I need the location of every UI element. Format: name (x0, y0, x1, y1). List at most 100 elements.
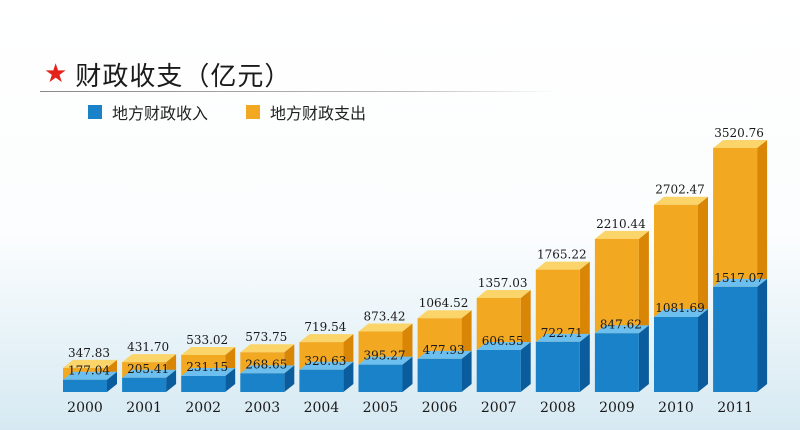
chart-title-row: ★ 财政收支（亿元） (44, 56, 291, 92)
legend-label-revenue: 地方财政收入 (112, 104, 209, 123)
x-tick-label: 2007 (481, 400, 517, 416)
x-tick-label: 2011 (717, 400, 753, 416)
bar-revenue-2010-side (698, 309, 708, 392)
x-tick-label: 2006 (422, 400, 458, 416)
bar-expenditure-2006 (417, 318, 462, 359)
data-label-expenditure: 2210.44 (596, 217, 646, 231)
data-label-expenditure: 1765.22 (537, 248, 587, 262)
bar-expenditure-2011-side (757, 140, 768, 287)
x-tick-label: 2008 (540, 400, 576, 416)
bar-revenue-2002-top (181, 367, 236, 376)
bar-revenue-2009-top (594, 325, 649, 334)
bar-revenue-2003-side (284, 365, 295, 392)
bar-revenue-2000-side (107, 371, 117, 392)
bar-revenue-2007-top (476, 341, 531, 350)
bar-revenue-2004-side (343, 361, 354, 392)
bar-expenditure-2005 (358, 331, 403, 365)
bar-revenue-2000 (63, 379, 107, 392)
bar-expenditure-2011-top (713, 140, 768, 149)
bar-revenue-2005-side (402, 356, 413, 392)
bar-revenue-2001-top (122, 369, 177, 378)
bar-revenue-2007-side (520, 341, 531, 392)
bar-expenditure-2002-top (181, 347, 236, 356)
bar-revenue-2000-top (63, 371, 117, 380)
bar-expenditure-2008-side (579, 261, 590, 342)
bar-revenue-2001-side (166, 369, 177, 392)
bar-revenue-2008 (535, 341, 580, 392)
data-label-expenditure: 573.75 (245, 330, 287, 344)
bar-expenditure-2004-top (299, 334, 354, 343)
data-label-expenditure: 1064.52 (419, 296, 469, 310)
bar-expenditure-2006-side (461, 310, 472, 359)
bar-expenditure-2001-top (122, 354, 177, 363)
bar-revenue-2010 (654, 317, 698, 392)
bar-expenditure-2008-top (535, 261, 590, 270)
data-label-expenditure: 347.83 (68, 346, 110, 360)
legend-item-revenue: 地方财政收入 (88, 100, 208, 124)
bar-revenue-2011 (713, 286, 758, 392)
data-label-expenditure: 2702.47 (655, 183, 705, 197)
x-tick-label: 2004 (304, 400, 340, 416)
bar-revenue-2011-side (757, 278, 768, 392)
data-label-expenditure: 3520.76 (714, 126, 764, 140)
data-label-expenditure: 719.54 (304, 320, 346, 334)
bar-revenue-2008-side (579, 333, 590, 392)
title-divider (40, 91, 560, 92)
bar-expenditure-2008 (535, 269, 580, 342)
data-label-revenue: 320.63 (304, 354, 346, 368)
bar-revenue-2009 (594, 333, 639, 392)
data-label-revenue: 722.71 (541, 326, 583, 340)
data-label-revenue: 1081.69 (655, 301, 705, 315)
bar-revenue-2006 (417, 358, 462, 392)
bar-expenditure-2005-top (358, 323, 413, 332)
bar-revenue-2003-top (240, 365, 295, 374)
legend-swatch-expenditure (246, 105, 261, 119)
data-label-revenue: 477.93 (423, 343, 465, 357)
bar-expenditure-2011 (713, 148, 758, 287)
bar-revenue-2009-side (638, 325, 649, 392)
bar-revenue-2006-top (417, 350, 472, 359)
data-label-revenue: 231.15 (186, 360, 228, 374)
bar-revenue-2004 (299, 369, 344, 392)
data-label-revenue: 1517.07 (714, 271, 764, 285)
bar-revenue-2001 (122, 377, 167, 392)
data-label-revenue: 606.55 (482, 334, 524, 348)
bar-revenue-2006-side (461, 350, 472, 392)
legend-swatch-revenue (88, 105, 102, 119)
data-label-revenue: 268.65 (245, 357, 287, 371)
bar-expenditure-2009-side (638, 230, 649, 334)
x-tick-label: 2010 (658, 400, 694, 416)
bar-revenue-2007 (476, 349, 521, 392)
data-label-expenditure: 533.02 (186, 333, 228, 347)
x-tick-label: 2000 (67, 400, 103, 416)
data-label-revenue: 177.04 (68, 364, 110, 378)
bar-expenditure-2004-side (343, 334, 354, 370)
star-icon: ★ (44, 59, 68, 89)
x-tick-label: 2003 (244, 400, 280, 416)
x-tick-label: 2002 (185, 400, 221, 416)
x-tick-label: 2005 (363, 400, 399, 416)
bar-expenditure-2010-top (654, 196, 708, 205)
bar-revenue-2004-top (299, 361, 354, 370)
bar-revenue-2002-side (225, 367, 236, 392)
bar-revenue-2008-top (535, 333, 590, 342)
data-label-revenue: 395.27 (364, 349, 406, 363)
bar-expenditure-2000-top (63, 359, 117, 368)
bar-revenue-2003 (240, 373, 285, 392)
bar-expenditure-2007-side (520, 289, 531, 350)
bar-expenditure-2003-top (240, 344, 295, 353)
legend-label-expenditure: 地方财政支出 (270, 104, 367, 123)
bar-expenditure-2005-side (402, 323, 413, 365)
bar-revenue-2005-top (358, 356, 413, 365)
bar-expenditure-2007 (476, 297, 521, 350)
bar-revenue-2010-top (654, 309, 708, 318)
bar-revenue-2011-top (713, 278, 768, 287)
data-label-revenue: 205.41 (127, 362, 169, 376)
x-tick-label: 2001 (126, 400, 162, 416)
data-label-revenue: 847.62 (600, 317, 642, 331)
bar-expenditure-2009-top (594, 230, 649, 239)
bar-expenditure-2010-side (698, 196, 708, 318)
data-label-expenditure: 873.42 (364, 309, 406, 323)
bar-expenditure-2006-top (417, 310, 472, 319)
